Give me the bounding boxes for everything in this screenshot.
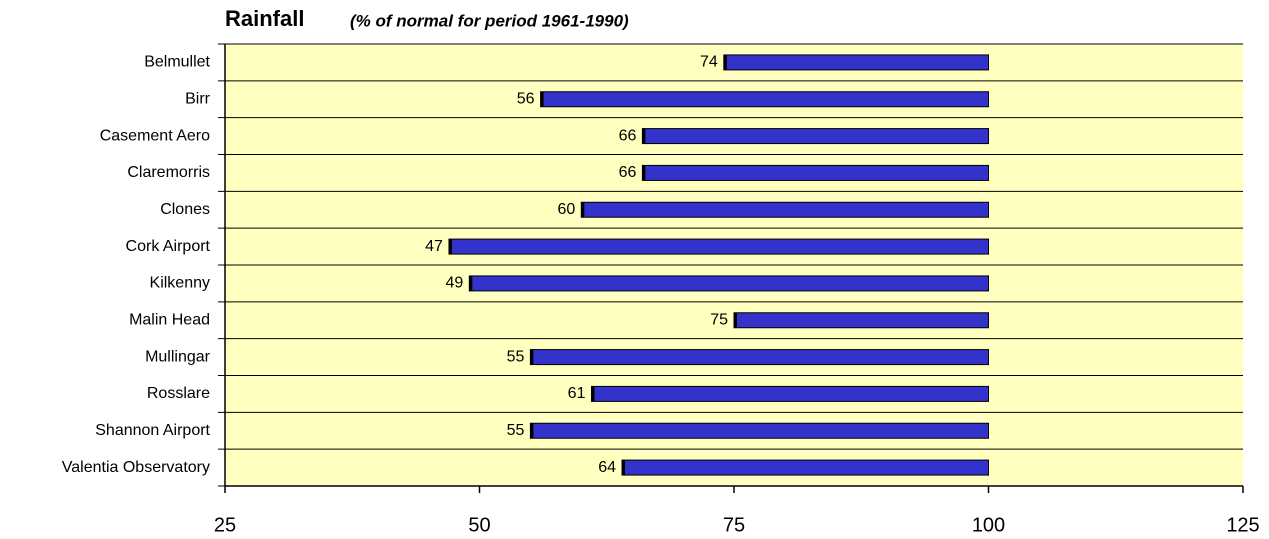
- data-label: 75: [710, 311, 728, 328]
- bar: [580, 201, 989, 218]
- y-tick-label: Clones: [160, 201, 210, 218]
- bar: [621, 459, 990, 476]
- y-tick-label: Kilkenny: [150, 275, 210, 292]
- data-label: 47: [425, 238, 443, 255]
- bar: [590, 385, 989, 402]
- data-label: 66: [619, 127, 637, 144]
- y-tick-label: Cork Airport: [126, 238, 211, 255]
- data-label: 64: [598, 459, 616, 476]
- data-label: 60: [558, 201, 576, 218]
- y-tick-label: Shannon Airport: [95, 422, 210, 439]
- y-tick-label: Malin Head: [129, 311, 210, 328]
- data-label: 55: [507, 348, 525, 365]
- data-label: 49: [446, 275, 464, 292]
- bar: [641, 164, 989, 181]
- y-tick-label: Mullingar: [145, 348, 211, 365]
- x-tick-label: 125: [1226, 514, 1259, 536]
- bar: [529, 422, 990, 439]
- bar: [468, 275, 989, 292]
- bar: [641, 128, 989, 145]
- y-tick-label: Rosslare: [147, 385, 210, 402]
- data-label: 66: [619, 164, 637, 181]
- x-tick-label: 75: [723, 514, 745, 536]
- y-tick-label: Claremorris: [127, 164, 210, 181]
- data-label: 61: [568, 385, 586, 402]
- y-tick-label: Belmullet: [144, 54, 210, 71]
- bar: [540, 91, 990, 108]
- data-label: 74: [700, 54, 718, 71]
- x-tick-label: 100: [972, 514, 1005, 536]
- y-tick-label: Birr: [185, 90, 211, 107]
- x-tick-label: 50: [468, 514, 490, 536]
- bar: [733, 312, 989, 329]
- y-tick-label: Casement Aero: [100, 127, 210, 144]
- data-label: 55: [507, 422, 525, 439]
- bar: [529, 349, 990, 366]
- bar: [448, 238, 989, 255]
- x-tick-label: 25: [214, 514, 236, 536]
- data-label: 56: [517, 90, 535, 107]
- y-tick-label: Valentia Observatory: [62, 459, 210, 476]
- chart-title: Rainfall: [225, 6, 304, 31]
- bar: [723, 54, 989, 71]
- chart-subtitle: (% of normal for period 1961-1990): [350, 11, 629, 30]
